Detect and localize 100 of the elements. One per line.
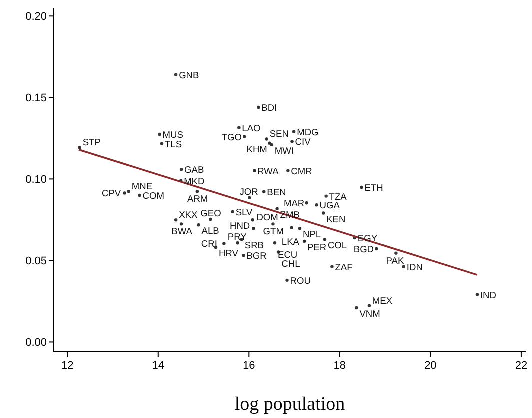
point <box>402 265 406 268</box>
point <box>302 240 306 244</box>
y-tick-label: 0.20 <box>26 11 47 24</box>
annotation: DOM <box>256 212 278 223</box>
annotation: HRV <box>219 248 240 258</box>
y-tick-label: 0.05 <box>26 256 47 268</box>
annotation: HND <box>230 221 250 232</box>
annotation: COM <box>142 190 164 201</box>
point <box>368 304 372 308</box>
annotation: MEX <box>372 296 393 306</box>
annotation: XKX <box>179 210 198 220</box>
annotation: ECU <box>278 250 298 260</box>
point <box>196 190 200 194</box>
annotation: PRY <box>228 232 247 242</box>
point <box>298 226 302 230</box>
annotation: ARM <box>188 194 208 204</box>
point <box>236 241 240 245</box>
point <box>476 293 480 296</box>
annotation: LAO <box>242 123 261 134</box>
point <box>174 73 178 76</box>
annotation: CPV <box>102 188 122 199</box>
annotation: MNE <box>132 182 153 192</box>
point <box>238 126 241 130</box>
point <box>286 169 290 172</box>
point <box>322 212 326 215</box>
point <box>231 210 234 214</box>
point <box>262 190 266 194</box>
point <box>243 135 246 138</box>
annotation: GEO <box>200 208 222 218</box>
point <box>324 194 328 198</box>
annotation: BEN <box>267 187 286 198</box>
point <box>355 306 358 310</box>
point <box>180 168 184 172</box>
annotation: GTM <box>263 226 284 237</box>
annotation: ETH <box>364 183 384 193</box>
annotation: MWI <box>274 146 294 156</box>
annotation: VNM <box>360 308 380 319</box>
annotation: NPL <box>302 230 322 240</box>
point <box>138 194 142 198</box>
annotation: MDG <box>297 127 319 138</box>
annotation: CRI <box>201 239 218 250</box>
point <box>286 278 289 282</box>
x-tick-label: 14 <box>152 360 165 372</box>
point <box>273 241 277 245</box>
point <box>197 224 200 227</box>
annotation: PAK <box>386 256 406 266</box>
annotation: BGR <box>246 251 268 262</box>
annotation: ZAF <box>335 262 354 272</box>
annotation: MAR <box>284 198 305 209</box>
point <box>270 143 274 147</box>
annotation: IDN <box>406 262 423 272</box>
annotation: MUS <box>162 130 184 140</box>
annotation: JOR <box>240 186 259 197</box>
annotation: KHM <box>246 144 268 154</box>
annotation: KEN <box>326 214 346 224</box>
point <box>252 226 256 230</box>
point <box>222 242 226 246</box>
x-tick-label: 12 <box>61 360 74 372</box>
point <box>290 226 294 230</box>
annotation: TZA <box>329 192 348 202</box>
point <box>265 138 268 141</box>
annotation: UGA <box>320 200 341 211</box>
annotation: LKA <box>282 236 300 247</box>
point <box>253 169 256 172</box>
point <box>257 106 260 110</box>
annotation: COL <box>328 240 348 251</box>
point <box>305 202 308 205</box>
x-tick-label: 22 <box>515 360 528 372</box>
annotation: GAB <box>184 165 204 176</box>
x-tick-label: 16 <box>243 360 256 372</box>
point <box>127 190 130 194</box>
point <box>315 204 318 207</box>
point <box>248 196 252 200</box>
point <box>394 252 398 255</box>
annotation: BGD <box>354 244 374 254</box>
y-tick-label: 0.15 <box>26 92 47 105</box>
annotation: MKD <box>184 176 206 186</box>
x-tick-label: 20 <box>424 360 437 372</box>
x-tick-label: 18 <box>334 360 346 372</box>
annotation: ALB <box>202 226 220 236</box>
annotation: SEN <box>270 129 289 140</box>
point <box>251 218 254 222</box>
point <box>272 222 275 226</box>
annotation: TGO <box>222 132 242 142</box>
y-tick-label: 0.00 <box>26 337 47 350</box>
point <box>375 247 378 251</box>
annotation: CIV <box>295 137 312 148</box>
annotation: BWA <box>172 226 194 237</box>
y-tick-label: 0.10 <box>26 174 47 186</box>
point <box>360 186 364 190</box>
point <box>174 218 178 222</box>
annotation: CMR <box>291 166 313 176</box>
point <box>323 238 327 242</box>
annotation: TLS <box>165 139 182 150</box>
annotation: CHL <box>282 259 300 270</box>
point <box>242 254 246 258</box>
point <box>268 142 272 145</box>
point <box>123 192 126 195</box>
x-axis-title: log population <box>234 394 346 415</box>
point <box>208 218 212 222</box>
